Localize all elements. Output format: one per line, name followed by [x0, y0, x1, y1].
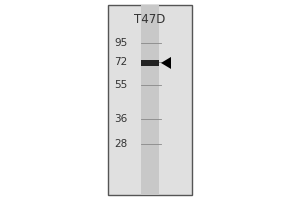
Text: 36: 36 — [114, 114, 127, 124]
Bar — [108, 5, 192, 195]
Text: 28: 28 — [114, 139, 127, 149]
Bar — [141, 60, 159, 66]
Polygon shape — [161, 57, 171, 69]
Bar — [0, 0, 108, 200]
Text: T47D: T47D — [134, 13, 166, 26]
Text: 55: 55 — [114, 80, 127, 90]
Bar — [141, 5, 159, 195]
Bar — [192, 0, 300, 200]
Text: 95: 95 — [114, 38, 127, 48]
Text: 72: 72 — [114, 57, 127, 67]
